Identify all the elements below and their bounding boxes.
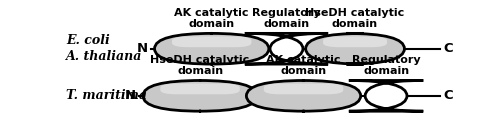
Text: AK catalytic
domain: AK catalytic domain <box>174 8 249 29</box>
FancyBboxPatch shape <box>264 84 343 94</box>
Text: E. coli: E. coli <box>66 34 110 47</box>
FancyBboxPatch shape <box>160 84 240 94</box>
FancyBboxPatch shape <box>143 80 257 111</box>
Text: Regulatory
domain: Regulatory domain <box>352 55 420 76</box>
Text: C: C <box>443 89 452 102</box>
Text: C: C <box>443 42 452 55</box>
Text: N: N <box>136 42 148 55</box>
Text: Regulatory
domain: Regulatory domain <box>252 8 321 29</box>
FancyBboxPatch shape <box>172 36 252 47</box>
FancyBboxPatch shape <box>349 80 424 111</box>
FancyBboxPatch shape <box>306 33 404 64</box>
Text: AK catalytic
domain: AK catalytic domain <box>266 55 341 76</box>
Text: N: N <box>125 89 136 102</box>
FancyBboxPatch shape <box>245 33 328 64</box>
Text: T. maritima: T. maritima <box>66 89 148 102</box>
FancyBboxPatch shape <box>246 80 360 111</box>
FancyBboxPatch shape <box>323 36 387 47</box>
Text: HseDH catalytic
domain: HseDH catalytic domain <box>150 55 250 76</box>
Text: HseDH catalytic
domain: HseDH catalytic domain <box>306 8 404 29</box>
FancyBboxPatch shape <box>154 33 269 64</box>
Text: A. thaliana: A. thaliana <box>66 50 143 63</box>
